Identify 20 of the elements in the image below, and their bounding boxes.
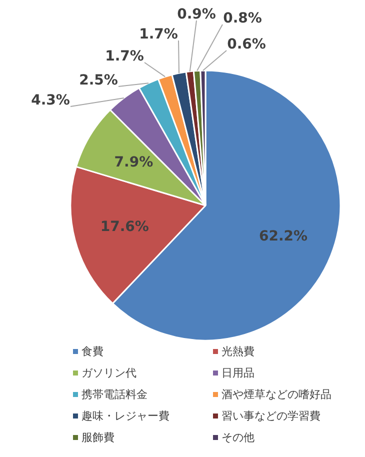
legend-label: 光熱費	[222, 345, 254, 358]
data-label: 0.8%	[223, 10, 262, 26]
data-label: 4.3%	[31, 92, 70, 108]
data-label: 1.7%	[139, 26, 178, 42]
legend-label: 日用品	[222, 366, 254, 380]
legend-label: ガソリン代	[82, 366, 136, 380]
legend-label: 食費	[82, 345, 104, 358]
data-label: 2.5%	[79, 72, 118, 88]
legend-label: その他	[222, 431, 254, 444]
data-label: 0.6%	[227, 36, 266, 52]
legend-label: 携帯電話料金	[82, 388, 148, 401]
legend-label: 習い事などの学習費	[222, 410, 320, 422]
data-label: 17.6%	[100, 219, 149, 236]
data-label: 7.9%	[114, 154, 154, 171]
data-label: 1.7%	[105, 48, 144, 64]
legend-label: 趣味・レジャー費	[82, 410, 170, 422]
legend-label: 服飾費	[82, 431, 114, 444]
legend-label: 酒や煙草などの嗜好品	[222, 388, 332, 401]
data-label: 62.2%	[258, 228, 308, 244]
data-label: 0.9%	[177, 6, 216, 22]
